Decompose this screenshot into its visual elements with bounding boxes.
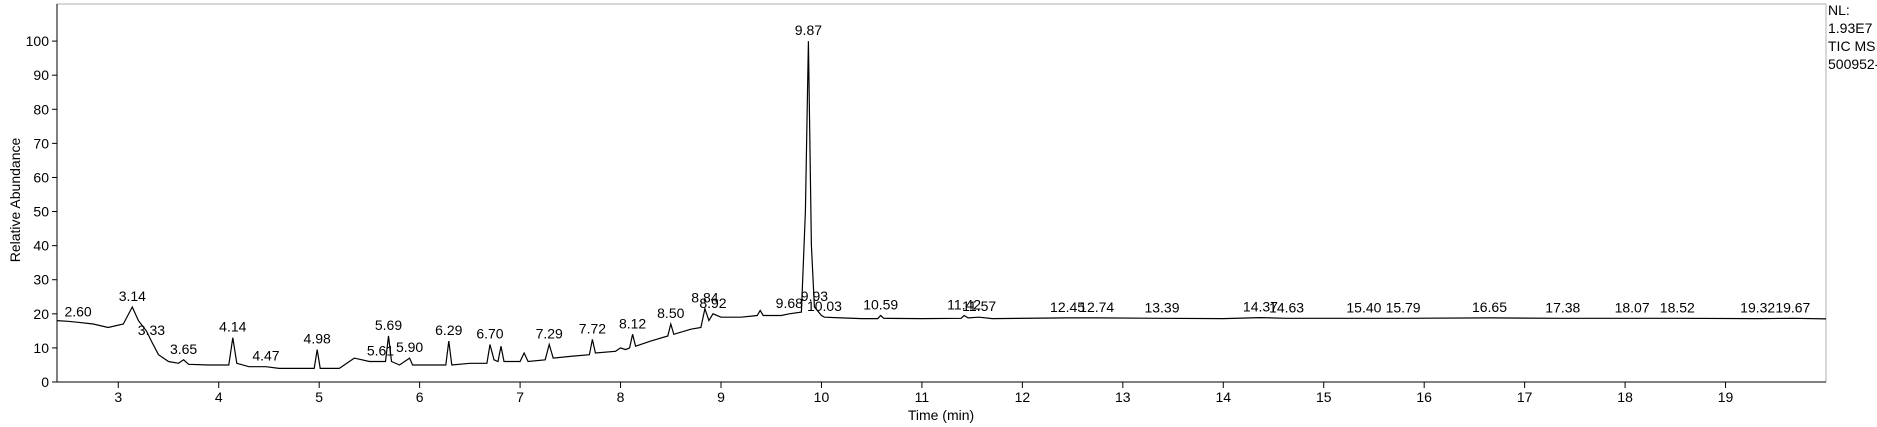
x-tick-label: 9 <box>717 389 725 405</box>
peak-label: 17.38 <box>1545 299 1580 315</box>
info-text: TIC MS <box>1828 38 1875 54</box>
peak-label: 5.61 <box>367 343 394 359</box>
y-tick-label: 70 <box>33 135 49 151</box>
peak-label: 10.03 <box>807 298 842 314</box>
peak-label: 5.90 <box>396 339 423 355</box>
y-tick-label: 10 <box>33 340 49 356</box>
peak-label: 4.14 <box>219 319 246 335</box>
info-text: NL: <box>1828 2 1850 18</box>
x-tick-label: 17 <box>1517 389 1533 405</box>
peak-label: 11.42 <box>947 297 981 313</box>
y-tick-label: 90 <box>33 67 49 83</box>
peak-label: 9.93 <box>801 288 828 304</box>
x-tick-label: 8 <box>617 389 625 405</box>
y-tick-label: 40 <box>33 238 49 254</box>
x-tick-label: 12 <box>1015 389 1031 405</box>
x-tick-label: 6 <box>416 389 424 405</box>
x-tick-label: 7 <box>516 389 524 405</box>
peak-label: 9.87 <box>795 22 822 38</box>
peak-label: 19.67 <box>1775 299 1810 315</box>
peak-label: 8.92 <box>699 295 726 311</box>
peak-label: 10.59 <box>863 297 898 313</box>
peak-label: 8.12 <box>619 315 646 331</box>
y-tick-label: 30 <box>33 272 49 288</box>
peak-label: 8.84 <box>691 290 718 306</box>
peak-label: 4.98 <box>304 331 331 347</box>
x-tick-label: 18 <box>1617 389 1633 405</box>
peak-label: 14.37 <box>1243 299 1278 315</box>
peak-label: 3.14 <box>119 288 146 304</box>
plot-frame <box>56 3 1827 383</box>
y-tick-label: 100 <box>26 33 50 49</box>
x-tick-label: 10 <box>814 389 830 405</box>
peak-label: 13.39 <box>1144 299 1179 315</box>
peak-label: 9.68 <box>776 295 803 311</box>
y-tick-label: 80 <box>33 101 49 117</box>
info-text: 1.93E7 <box>1828 20 1873 36</box>
peak-label: 15.40 <box>1346 299 1381 315</box>
peak-label: 6.70 <box>476 326 503 342</box>
y-axis-label: Relative Abundance <box>7 138 23 263</box>
peak-label: 5.69 <box>375 317 402 333</box>
peak-label: 7.29 <box>536 326 563 342</box>
y-tick-label: 20 <box>33 306 49 322</box>
peak-label: 12.74 <box>1079 299 1114 315</box>
peak-label: 18.52 <box>1660 299 1695 315</box>
peak-label: 8.50 <box>657 305 684 321</box>
peak-label: 14.63 <box>1269 299 1304 315</box>
x-tick-label: 19 <box>1718 389 1734 405</box>
peak-label: 3.33 <box>138 322 165 338</box>
peak-label: 16.65 <box>1472 299 1507 315</box>
x-tick-label: 4 <box>215 389 223 405</box>
peak-label: 19.32 <box>1740 300 1775 316</box>
info-text: 500952- <box>1828 56 1877 72</box>
y-tick-label: 0 <box>41 374 49 390</box>
peak-label: 12.45 <box>1050 299 1085 315</box>
x-tick-label: 13 <box>1115 389 1131 405</box>
x-tick-label: 15 <box>1316 389 1332 405</box>
y-tick-label: 50 <box>33 204 49 220</box>
peak-label: 11.57 <box>962 298 996 314</box>
trace <box>56 41 1827 369</box>
y-tick-label: 60 <box>33 169 49 185</box>
x-tick-label: 11 <box>915 389 930 405</box>
x-tick-label: 16 <box>1416 389 1432 405</box>
peak-label: 18.07 <box>1615 299 1650 315</box>
peak-label: 15.79 <box>1386 299 1421 315</box>
peak-label: 2.60 <box>64 303 91 319</box>
peak-label: 3.65 <box>170 341 197 357</box>
peak-label: 6.29 <box>435 322 462 338</box>
peak-label: 4.47 <box>252 348 279 364</box>
x-axis-label: Time (min) <box>908 407 974 423</box>
x-tick-label: 3 <box>114 389 122 405</box>
x-tick-label: 14 <box>1215 389 1231 405</box>
peak-label: 7.72 <box>579 320 606 336</box>
x-tick-label: 5 <box>315 389 323 405</box>
